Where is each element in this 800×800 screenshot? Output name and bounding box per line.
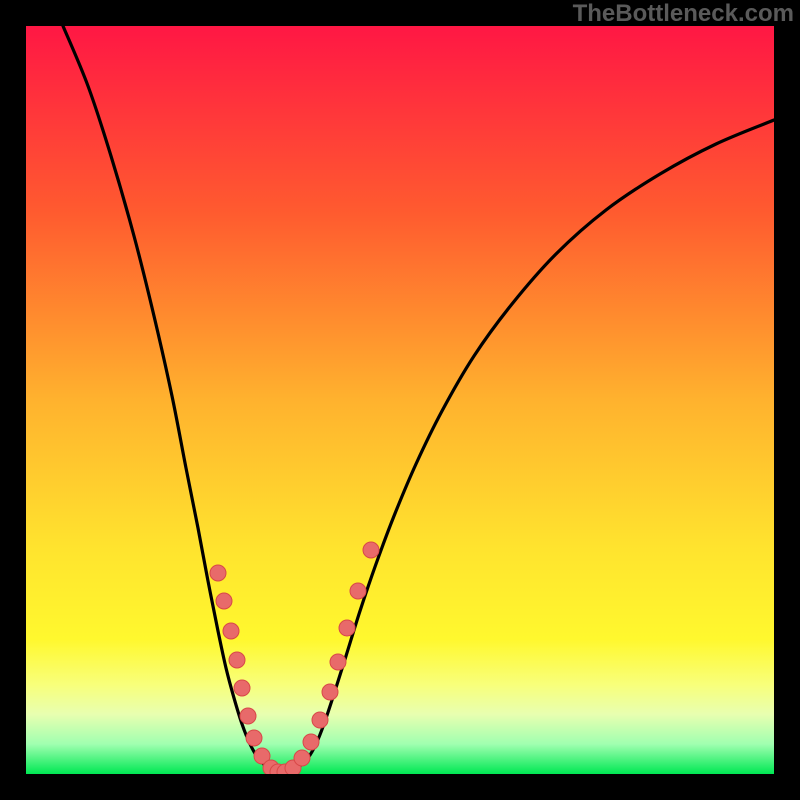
plot-area xyxy=(26,26,774,774)
data-marker xyxy=(312,712,328,728)
data-marker xyxy=(330,654,346,670)
data-marker xyxy=(216,593,232,609)
gradient-background xyxy=(26,26,774,774)
watermark-text: TheBottleneck.com xyxy=(573,0,794,28)
data-marker xyxy=(210,565,226,581)
data-marker xyxy=(246,730,262,746)
data-marker xyxy=(350,583,366,599)
data-marker xyxy=(339,620,355,636)
data-marker xyxy=(294,750,310,766)
data-marker xyxy=(303,734,319,750)
data-marker xyxy=(223,623,239,639)
data-marker xyxy=(363,542,379,558)
chart-svg xyxy=(26,26,774,774)
data-marker xyxy=(240,708,256,724)
data-marker xyxy=(229,652,245,668)
data-marker xyxy=(322,684,338,700)
data-marker xyxy=(234,680,250,696)
outer-frame: TheBottleneck.com xyxy=(0,0,800,800)
